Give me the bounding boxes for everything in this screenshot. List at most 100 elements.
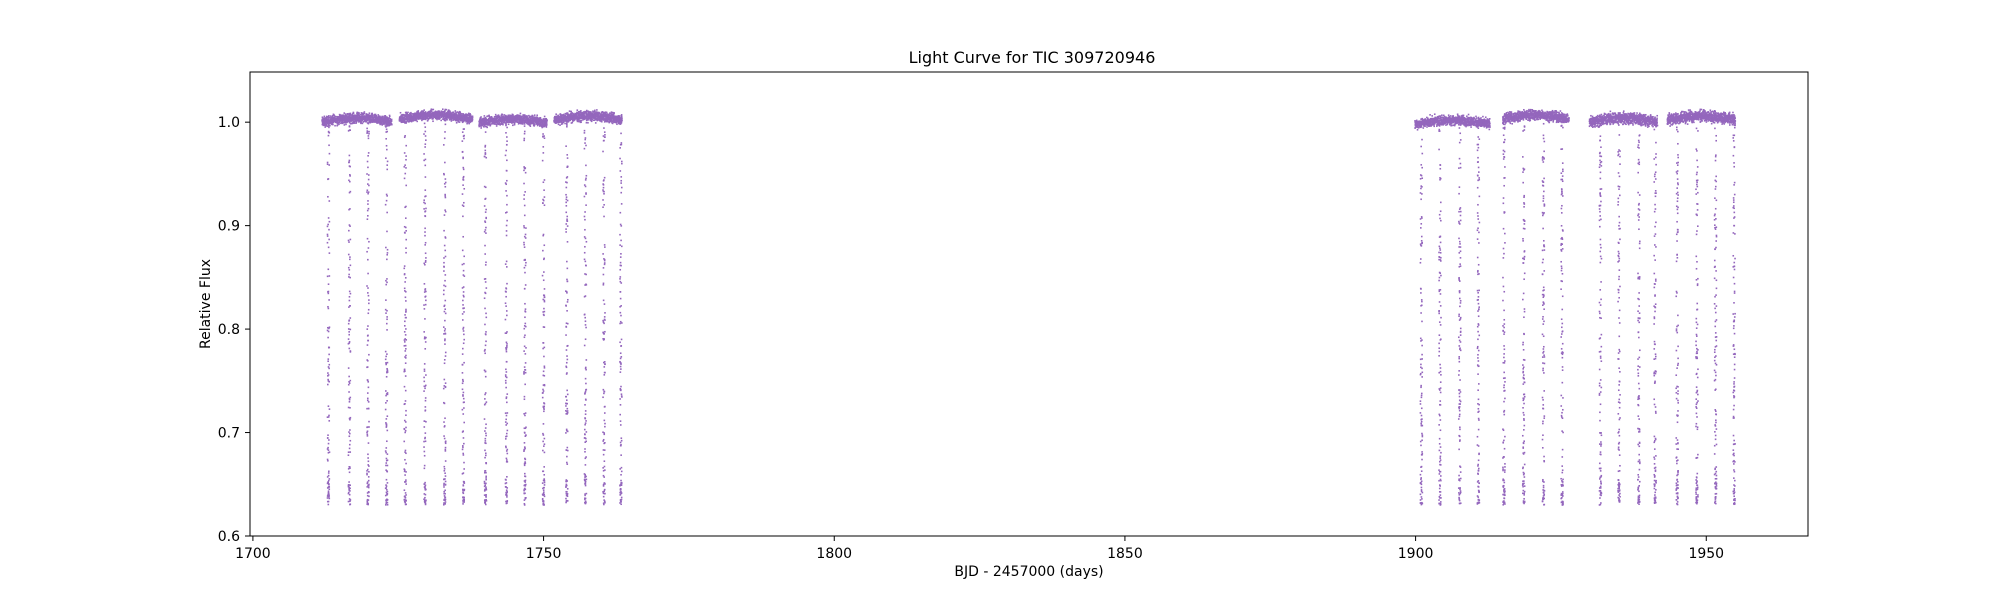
data-point — [402, 116, 405, 118]
data-point — [412, 117, 414, 120]
data-point — [413, 114, 415, 117]
data-point — [360, 120, 362, 123]
data-point — [596, 109, 598, 111]
data-point — [545, 126, 548, 128]
data-point — [444, 108, 447, 111]
data-point — [486, 126, 489, 129]
data-point — [1483, 126, 1486, 128]
data-point — [409, 113, 412, 115]
data-point — [352, 112, 355, 115]
data-point — [1466, 122, 1468, 124]
data-point — [507, 123, 510, 126]
data-point — [431, 108, 433, 111]
data-point — [357, 118, 360, 121]
data-point — [432, 117, 434, 120]
data-point — [332, 121, 335, 124]
data-point — [389, 118, 391, 120]
data-point — [388, 114, 391, 117]
data-point — [331, 120, 333, 123]
data-point — [354, 114, 356, 116]
data-point — [365, 118, 367, 120]
data-point — [384, 122, 386, 124]
data-point — [587, 121, 589, 124]
data-point — [413, 118, 415, 121]
data-point — [388, 117, 390, 120]
data-point — [1526, 109, 1528, 112]
data-point — [1511, 113, 1513, 116]
data-point — [1467, 113, 1470, 116]
data-point — [346, 113, 349, 115]
data-point — [400, 117, 403, 120]
data-point — [1528, 108, 1530, 111]
data-point — [373, 121, 376, 123]
data-point — [343, 124, 346, 126]
data-point — [421, 112, 424, 115]
data-point — [1529, 119, 1532, 122]
data-point — [382, 116, 384, 118]
data-point — [326, 122, 329, 125]
data-point — [362, 121, 365, 123]
data-point — [444, 110, 446, 112]
data-point — [1422, 127, 1425, 129]
data-point — [593, 119, 596, 122]
data-point — [480, 116, 482, 118]
data-point — [427, 113, 429, 116]
data-point — [1484, 116, 1487, 119]
data-point — [351, 113, 354, 116]
data-point — [344, 119, 347, 121]
data-point — [383, 123, 385, 125]
data-point — [358, 112, 360, 114]
data-point — [391, 123, 393, 126]
data-point — [349, 112, 352, 115]
data-point — [529, 125, 532, 127]
data-point — [381, 123, 384, 125]
data-point — [448, 114, 451, 116]
data-point — [357, 111, 359, 114]
data-point — [444, 113, 447, 116]
data-point — [326, 125, 328, 128]
data-point — [406, 120, 408, 123]
data-point — [377, 114, 380, 116]
data-point — [424, 118, 427, 121]
data-point — [340, 114, 342, 116]
data-point — [323, 115, 326, 118]
data-point — [345, 116, 348, 118]
data-point — [418, 114, 420, 116]
data-point — [1429, 114, 1431, 116]
data-point — [559, 124, 561, 127]
data-point — [388, 120, 391, 123]
data-point — [420, 118, 423, 120]
data-point — [372, 117, 375, 119]
data-point — [557, 123, 560, 126]
data-point — [1466, 115, 1468, 118]
data-point — [1480, 117, 1482, 119]
data-point — [1462, 114, 1465, 117]
data-point — [519, 112, 522, 115]
data-point — [329, 117, 331, 119]
data-point — [362, 112, 365, 114]
data-point — [358, 114, 361, 117]
data-point — [621, 119, 623, 122]
data-point — [342, 114, 345, 117]
data-point — [444, 117, 447, 120]
data-point — [436, 114, 439, 116]
data-point — [425, 115, 428, 118]
data-point — [450, 118, 453, 121]
data-point — [592, 110, 594, 113]
data-point — [446, 111, 448, 114]
data-point — [594, 109, 596, 112]
data-point — [365, 113, 368, 115]
data-point — [410, 113, 413, 115]
data-point — [363, 112, 366, 115]
data-point — [445, 118, 447, 121]
data-point — [1514, 120, 1516, 123]
data-point — [371, 112, 374, 115]
data-point — [412, 115, 414, 117]
data-point — [386, 117, 389, 119]
data-point — [324, 126, 326, 128]
data-point — [620, 114, 623, 116]
data-point — [1509, 122, 1512, 125]
data-point — [350, 120, 352, 123]
data-point — [384, 123, 387, 125]
data-point — [601, 120, 603, 123]
